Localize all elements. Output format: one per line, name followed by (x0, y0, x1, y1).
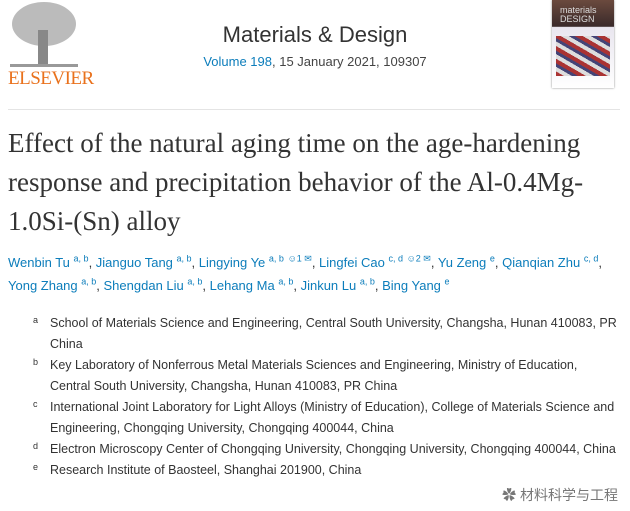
elsevier-wordmark: ELSEVIER (8, 68, 94, 89)
affiliation: e Research Institute of Baosteel, Shangha… (0, 460, 630, 481)
author-name[interactable]: Wenbin Tu (8, 255, 70, 270)
affiliation-label: b (33, 357, 39, 367)
author-name[interactable]: Shengdan Liu (103, 278, 184, 293)
cover-title: materials DESIGN (560, 5, 597, 24)
author[interactable]: Yu Zeng e (437, 253, 495, 270)
issue-date: , 15 January 2021, 109307 (271, 54, 427, 69)
author-name[interactable]: Bing Yang (382, 278, 441, 293)
author-name[interactable]: Yong Zhang (8, 278, 78, 293)
tree-icon (10, 2, 78, 67)
author[interactable]: Jianguo Tang a, b (95, 253, 192, 270)
author-affiliation-marks[interactable]: e (489, 253, 495, 264)
author[interactable]: Wenbin Tu a, b (8, 253, 89, 270)
affiliation-text: Electron Microscopy Center of Chongqing … (50, 442, 616, 456)
author-affiliation-marks[interactable]: a, b (359, 276, 375, 287)
affiliation-label: a (33, 315, 39, 325)
page-header: ELSEVIER Materials & Design Volume 198, … (0, 0, 630, 109)
watermark: ✿ 材料科学与工程 (502, 485, 618, 505)
affiliation: c International Joint Laboratory for Ligh… (0, 397, 630, 439)
author[interactable]: Lehang Ma a, b (209, 276, 294, 293)
author-contact-icons[interactable]: ☺2 ✉ (406, 253, 431, 264)
author-affiliation-marks[interactable]: a, b (81, 276, 97, 287)
author-affiliation-marks[interactable]: a, b (73, 253, 89, 264)
affiliation-list: a School of Materials Science and Enginee… (0, 313, 630, 511)
volume-info: Volume 198, 15 January 2021, 109307 (100, 54, 530, 69)
author-name[interactable]: Jinkun Lu (300, 278, 357, 293)
author-contact-icons[interactable]: ☺1 ✉ (287, 253, 312, 264)
affiliation-label: d (33, 441, 39, 451)
author[interactable]: Lingying Ye a, b ☺1 ✉ (198, 253, 312, 270)
author-affiliation-marks[interactable]: a, b (278, 276, 294, 287)
author-name[interactable]: Qianqian Zhu (502, 255, 581, 270)
author-affiliation-marks[interactable]: a, b (176, 253, 192, 264)
elsevier-logo[interactable]: ELSEVIER (8, 0, 94, 92)
affiliation-text: Key Laboratory of Nonferrous Metal Mater… (50, 358, 578, 393)
affiliation-text: International Joint Laboratory for Light… (50, 400, 615, 435)
affiliation-text: Research Institute of Baosteel, Shanghai… (50, 463, 362, 477)
affiliation: d Electron Microscopy Center of Chongqing… (0, 439, 630, 460)
journal-cover[interactable]: materials DESIGN (552, 0, 614, 88)
author-list: Wenbin Tu a, b, Jianguo Tang a, b, Lingy… (8, 253, 602, 293)
author-name[interactable]: Lingying Ye (198, 255, 266, 270)
author-name[interactable]: Lingfei Cao (319, 255, 385, 270)
author[interactable]: Bing Yang e (382, 276, 450, 293)
affiliation-label: e (33, 462, 39, 472)
author[interactable]: Shengdan Liu a, b (103, 276, 203, 293)
volume-link[interactable]: Volume 198 (203, 54, 272, 69)
author[interactable]: Qianqian Zhu c, d (502, 253, 599, 270)
author-name[interactable]: Lehang Ma (209, 278, 275, 293)
author[interactable]: Jinkun Lu a, b (300, 276, 375, 293)
affiliation-text: School of Materials Science and Engineer… (50, 316, 617, 351)
affiliation-label: c (33, 399, 38, 409)
cover-image (556, 36, 610, 76)
journal-title[interactable]: Materials & Design (222, 22, 408, 47)
author-affiliation-marks[interactable]: a, b (268, 253, 284, 264)
author-affiliation-marks[interactable]: c, d (388, 253, 403, 264)
author-affiliation-marks[interactable]: a, b (187, 276, 203, 287)
author-name[interactable]: Jianguo Tang (95, 255, 173, 270)
article-title: Effect of the natural aging time on the … (8, 128, 584, 236)
affiliation: b Key Laboratory of Nonferrous Metal Mate… (0, 355, 630, 397)
affiliation: a School of Materials Science and Enginee… (0, 313, 630, 355)
wechat-icon: ✿ (502, 487, 520, 503)
divider (8, 109, 620, 110)
watermark-text: 材料科学与工程 (520, 487, 618, 503)
author-affiliation-marks[interactable]: c, d (583, 253, 599, 264)
author-affiliation-marks[interactable]: e (444, 276, 450, 287)
author[interactable]: Yong Zhang a, b (8, 276, 97, 293)
author[interactable]: Lingfei Cao c, d ☺2 ✉ (319, 253, 431, 270)
author-name[interactable]: Yu Zeng (437, 255, 487, 270)
